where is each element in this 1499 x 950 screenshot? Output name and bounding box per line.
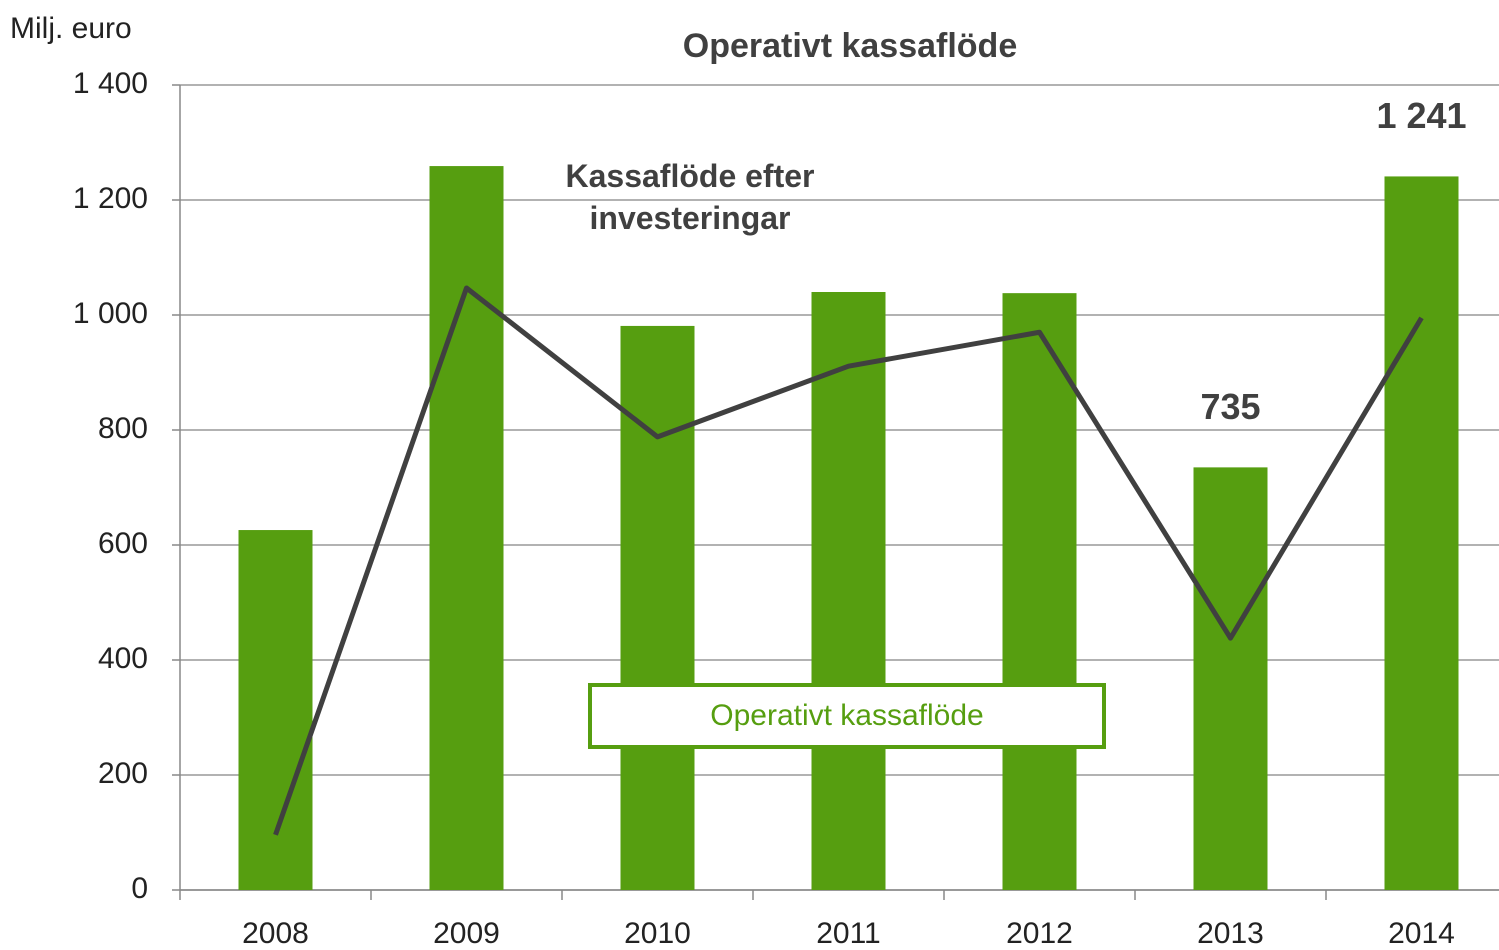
x-tick-label: 2010	[624, 917, 691, 950]
y-tick-label: 1 400	[73, 67, 148, 100]
y-tick-label: 1 000	[73, 297, 148, 330]
bar	[811, 292, 886, 890]
value-label: 1 241	[1376, 95, 1466, 136]
y-tick-label: 800	[98, 412, 148, 445]
bar	[238, 530, 313, 890]
x-tick-label: 2012	[1006, 917, 1073, 950]
bar	[1002, 293, 1077, 890]
value-label: 735	[1200, 386, 1260, 427]
chart-title: Operativt kassaflöde	[683, 27, 1017, 65]
legend-box: Operativt kassaflöde	[588, 683, 1106, 749]
x-tick-label: 2011	[816, 917, 881, 950]
y-tick-label: 400	[98, 642, 148, 675]
bar	[620, 325, 695, 890]
x-tick-label: 2014	[1388, 917, 1455, 950]
y-tick-label: 200	[98, 757, 148, 790]
y-tick-label: 1 200	[73, 182, 148, 215]
y-tick-label: 600	[98, 527, 148, 560]
bar	[429, 166, 504, 890]
x-tick-label: 2009	[433, 917, 500, 950]
y-tick-label: 0	[131, 872, 148, 905]
x-tick-label: 2013	[1197, 917, 1264, 950]
line	[273, 285, 1424, 836]
bar	[1384, 176, 1459, 891]
x-tick-label: 2008	[242, 917, 309, 950]
bar	[1193, 467, 1268, 890]
line-annotation: Kassaflöde efter investeringar	[565, 158, 815, 236]
y-axis-label: Milj. euro	[10, 12, 132, 45]
